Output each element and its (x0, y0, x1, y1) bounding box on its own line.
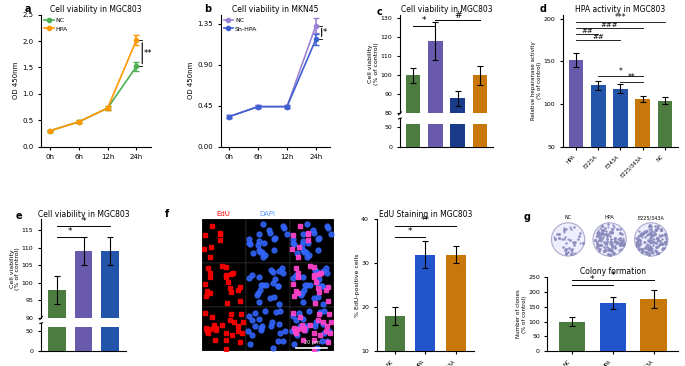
Text: *: * (422, 16, 427, 26)
Text: a: a (25, 4, 31, 14)
Bar (290, 219, 334, 263)
Text: *: * (590, 276, 595, 284)
Bar (613, 89, 627, 189)
Text: **: ** (627, 72, 636, 82)
Text: **: ** (421, 216, 429, 225)
Text: b: b (204, 4, 211, 14)
Title: Colony formation: Colony formation (580, 267, 646, 276)
Title: HPA activity in MGC803: HPA activity in MGC803 (575, 5, 666, 14)
Text: *: * (68, 227, 73, 236)
Text: ##: ## (582, 28, 593, 34)
Text: HPA: HPA (605, 216, 614, 220)
Bar (246, 307, 290, 351)
Text: E225/343A: E225/343A (638, 216, 664, 220)
Title: Cell viability in MKN45: Cell viability in MKN45 (232, 5, 319, 14)
Bar (446, 254, 466, 366)
Bar (201, 219, 246, 263)
Text: *: * (82, 217, 86, 226)
Text: NC: NC (191, 239, 199, 244)
Text: HPA: HPA (188, 283, 199, 288)
Bar (415, 254, 435, 366)
Bar (290, 307, 334, 351)
Text: Merge: Merge (301, 211, 323, 217)
Bar (451, 124, 465, 147)
Title: Cell viability in MGC803: Cell viability in MGC803 (38, 210, 129, 219)
Bar (385, 316, 405, 366)
Text: e: e (16, 212, 22, 221)
Circle shape (634, 223, 668, 256)
Bar (569, 60, 584, 189)
Bar (101, 327, 119, 351)
Legend: NC, HPA: NC, HPA (45, 18, 68, 31)
Text: *: * (408, 227, 412, 236)
Text: *: * (610, 271, 615, 280)
Bar (75, 327, 92, 351)
Text: ###: ### (601, 22, 619, 28)
Y-axis label: Cell viability
(% of control): Cell viability (% of control) (10, 247, 21, 290)
Bar (658, 101, 672, 189)
Text: d: d (540, 4, 547, 14)
Y-axis label: OD 450nm: OD 450nm (14, 62, 19, 99)
Y-axis label: Cell viability
(% of control): Cell viability (% of control) (369, 43, 379, 85)
Y-axis label: Relative heparanase activity
(% of control): Relative heparanase activity (% of contr… (532, 41, 542, 120)
Text: *: * (619, 67, 623, 75)
Legend: NC, Sh-HPA: NC, Sh-HPA (223, 18, 258, 31)
Bar (290, 263, 334, 307)
Text: ***: *** (614, 13, 626, 22)
Circle shape (593, 223, 626, 256)
Bar (246, 219, 290, 263)
Bar (599, 303, 626, 351)
Text: 20 μm: 20 μm (304, 340, 320, 345)
Title: EdU Staining in MGC803: EdU Staining in MGC803 (379, 210, 472, 219)
Bar (75, 251, 92, 366)
Bar (473, 75, 487, 265)
Bar (101, 251, 119, 366)
Bar (591, 85, 606, 189)
Bar (428, 41, 443, 265)
Bar (201, 307, 246, 351)
Bar (428, 124, 443, 147)
Bar (451, 98, 465, 265)
Bar (640, 299, 667, 351)
Y-axis label: Number of clones
(% of control): Number of clones (% of control) (516, 290, 527, 339)
Bar (559, 321, 585, 351)
Text: NC: NC (564, 216, 571, 220)
Y-axis label: OD 450nm: OD 450nm (188, 62, 195, 99)
Title: Cell viability in MGC803: Cell viability in MGC803 (401, 5, 493, 14)
Bar (49, 290, 66, 366)
Text: c: c (377, 7, 382, 17)
Bar (201, 263, 246, 307)
Text: f: f (164, 209, 169, 219)
Text: E225/343A: E225/343A (169, 327, 199, 332)
Bar (406, 75, 421, 265)
Bar (406, 124, 421, 147)
Title: Cell viability in MGC803: Cell viability in MGC803 (50, 5, 142, 14)
Text: g: g (524, 213, 531, 223)
Text: **: ** (144, 49, 152, 58)
Bar (473, 124, 487, 147)
Bar (49, 327, 66, 351)
Text: DAPI: DAPI (260, 211, 275, 217)
Text: *: * (323, 28, 327, 37)
Circle shape (551, 223, 585, 256)
Bar (636, 99, 650, 189)
Y-axis label: % EdU-positive cells: % EdU-positive cells (355, 254, 360, 317)
Text: #: # (454, 11, 462, 20)
Bar (246, 263, 290, 307)
Text: EdU: EdU (216, 211, 231, 217)
Text: ##: ## (593, 34, 604, 40)
